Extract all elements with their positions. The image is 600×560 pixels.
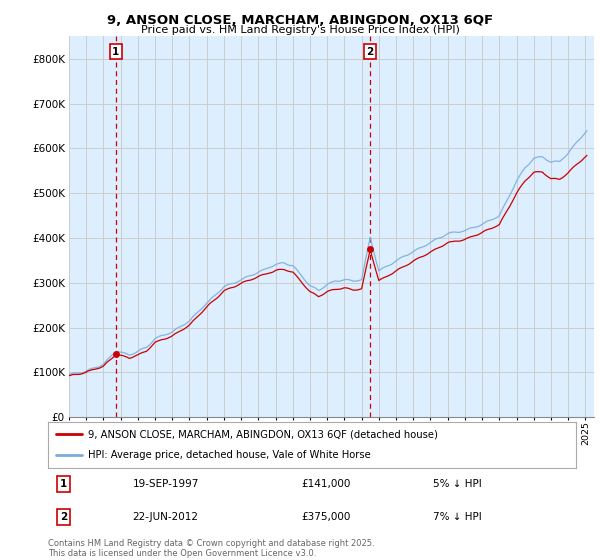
Text: 2: 2 <box>60 512 67 522</box>
Text: 9, ANSON CLOSE, MARCHAM, ABINGDON, OX13 6QF (detached house): 9, ANSON CLOSE, MARCHAM, ABINGDON, OX13 … <box>88 429 437 439</box>
Text: £141,000: £141,000 <box>301 479 351 489</box>
Text: 2: 2 <box>366 46 373 57</box>
Text: 22-JUN-2012: 22-JUN-2012 <box>133 512 199 522</box>
Text: 1: 1 <box>112 46 119 57</box>
Text: HPI: Average price, detached house, Vale of White Horse: HPI: Average price, detached house, Vale… <box>88 450 370 460</box>
Text: 9, ANSON CLOSE, MARCHAM, ABINGDON, OX13 6QF: 9, ANSON CLOSE, MARCHAM, ABINGDON, OX13 … <box>107 14 493 27</box>
Text: Price paid vs. HM Land Registry's House Price Index (HPI): Price paid vs. HM Land Registry's House … <box>140 25 460 35</box>
Text: 1: 1 <box>60 479 67 489</box>
Text: 5% ↓ HPI: 5% ↓ HPI <box>433 479 482 489</box>
Text: 7% ↓ HPI: 7% ↓ HPI <box>433 512 482 522</box>
Text: 19-SEP-1997: 19-SEP-1997 <box>133 479 199 489</box>
Text: £375,000: £375,000 <box>301 512 351 522</box>
Text: Contains HM Land Registry data © Crown copyright and database right 2025.
This d: Contains HM Land Registry data © Crown c… <box>48 539 374 558</box>
